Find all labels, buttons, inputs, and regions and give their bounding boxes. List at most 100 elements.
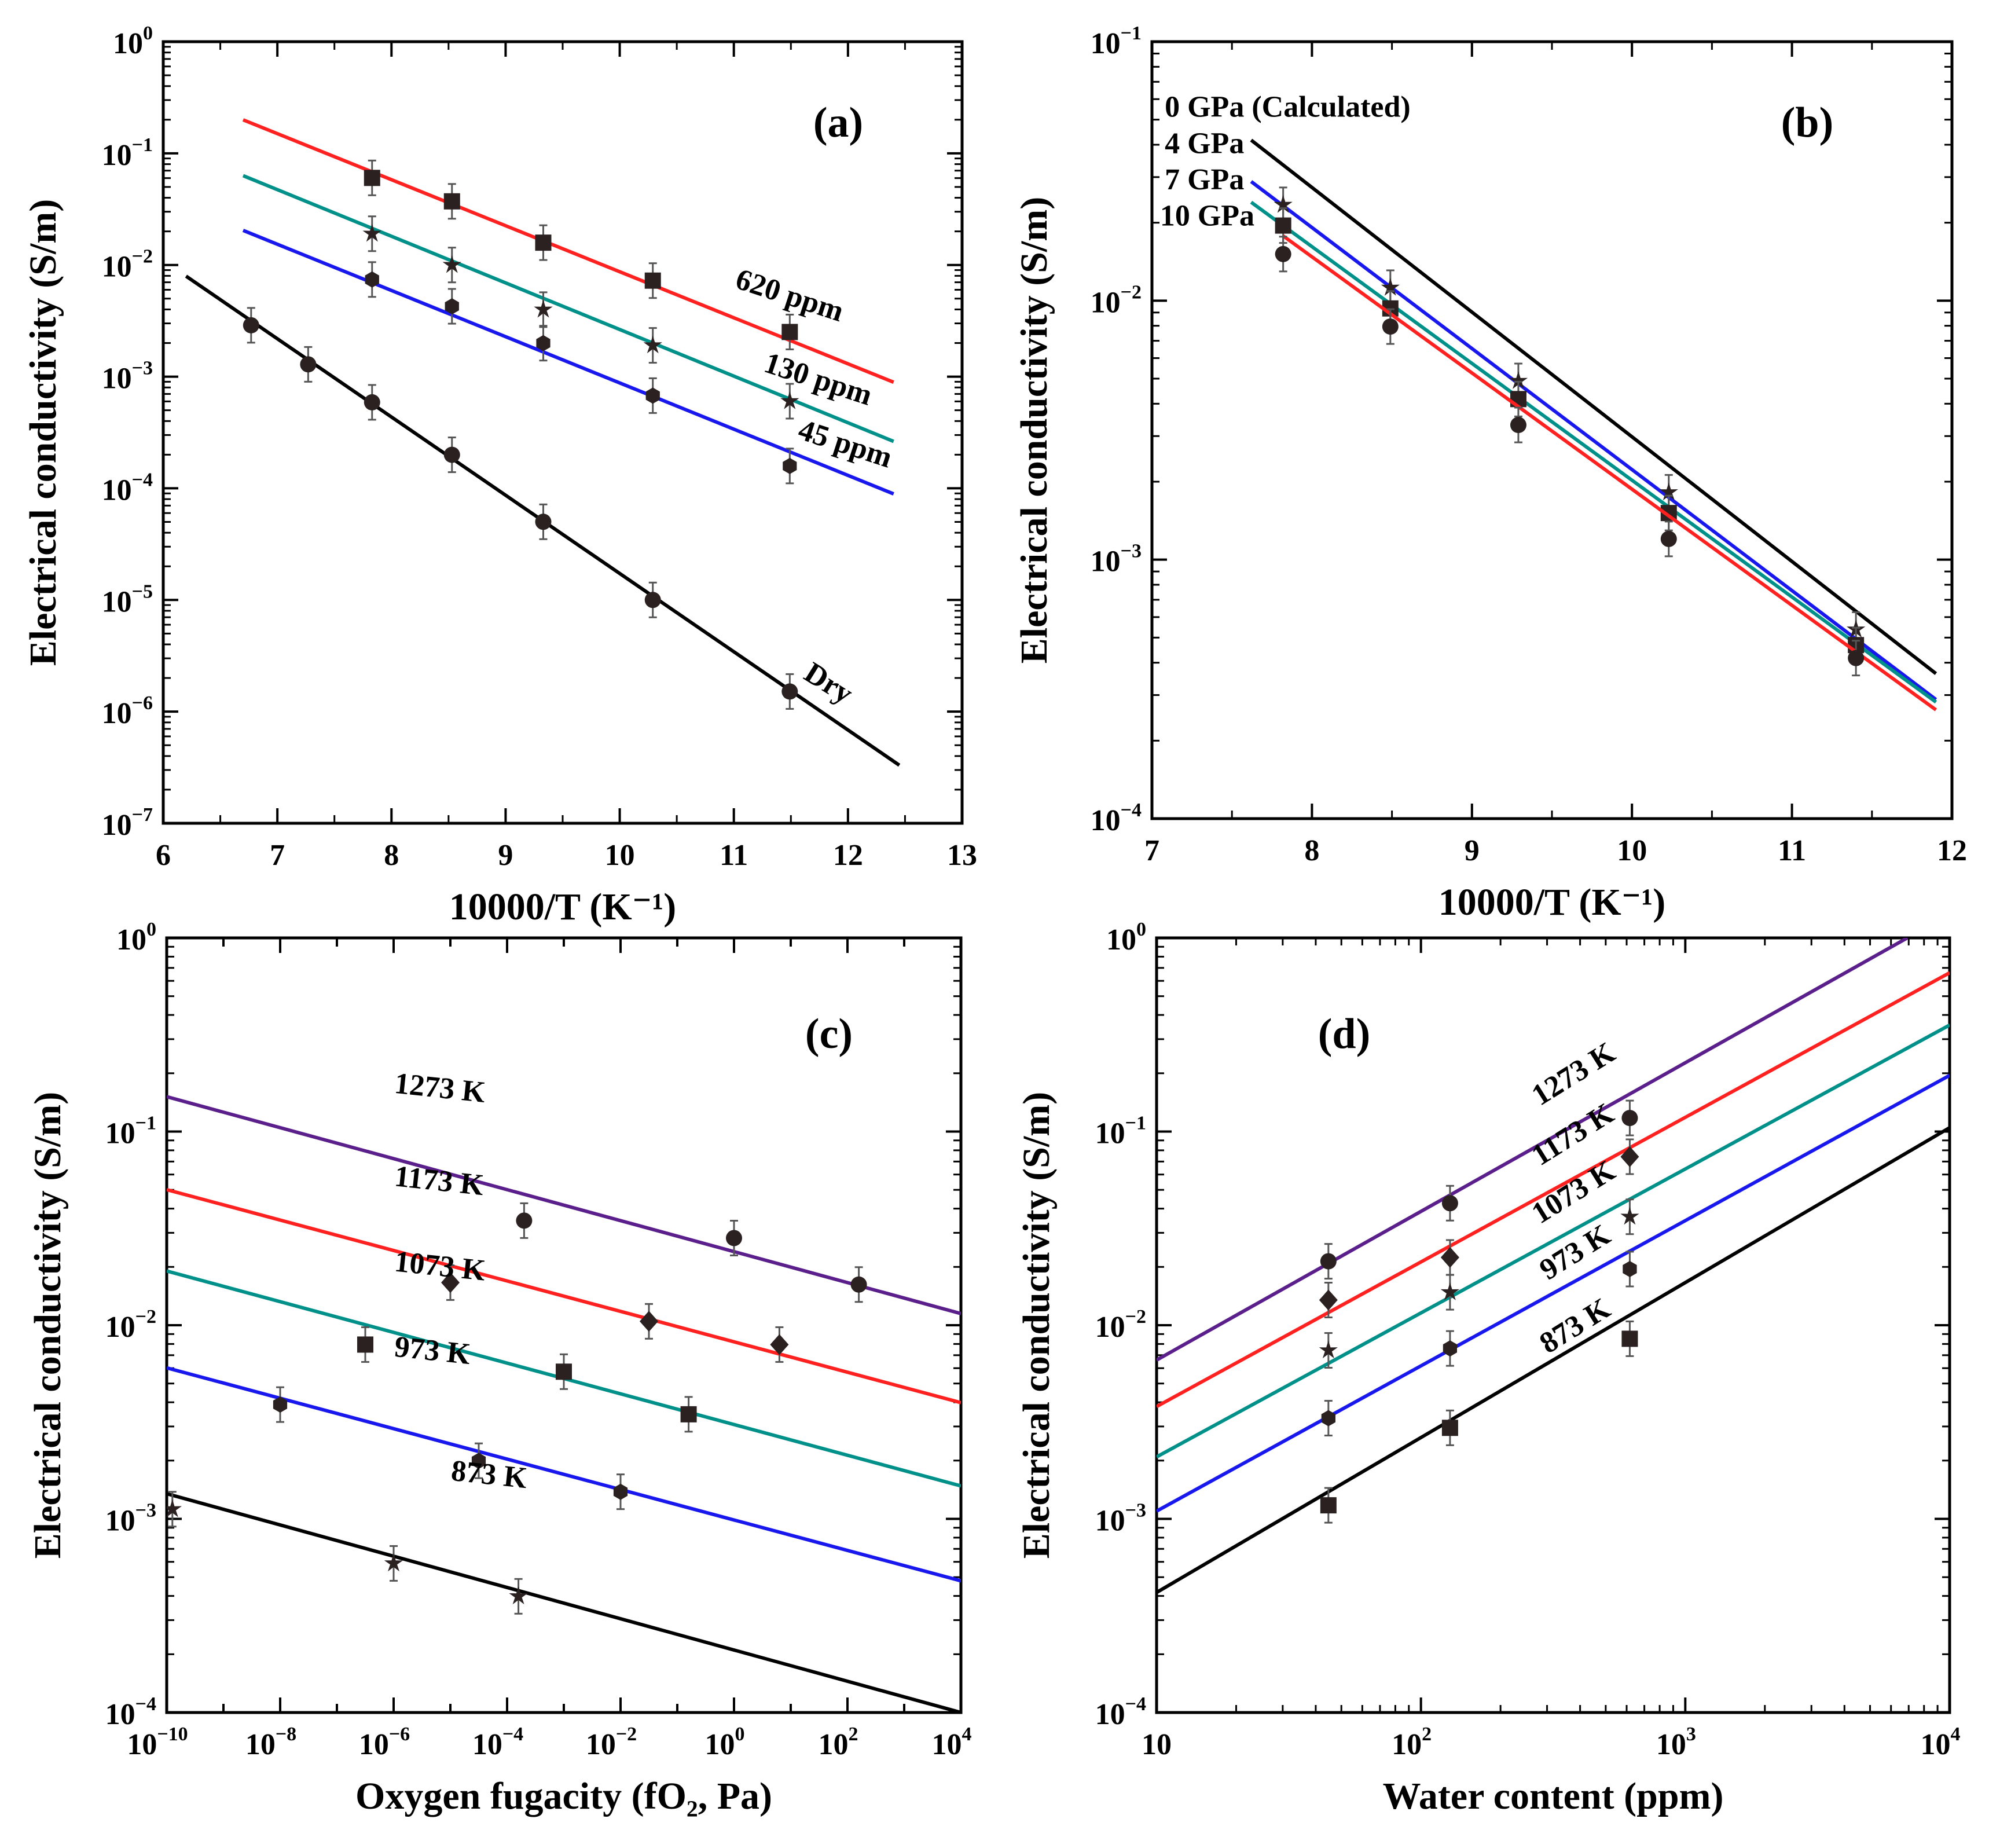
x-axis-title: 10000/T (K⁻¹) xyxy=(1438,881,1666,923)
data-point xyxy=(556,1354,572,1389)
figure-canvas: 10−710−610−510−410−310−210−11006 7 8 9 10 11 1… xyxy=(0,0,1989,1848)
series-label: 1173 K xyxy=(393,1160,486,1202)
series-label: 0 GPa (Calculated) xyxy=(1165,91,1411,124)
square-marker xyxy=(364,170,380,186)
circle-marker xyxy=(1661,531,1677,547)
hexagon-marker xyxy=(783,458,797,474)
data-point xyxy=(444,184,460,219)
fit-line xyxy=(1251,202,1936,702)
y-tick-label: 100 xyxy=(113,23,153,60)
series-area xyxy=(186,120,899,765)
data-point xyxy=(509,1579,527,1614)
hexagon-marker xyxy=(646,387,660,404)
x-tick-label: 12 xyxy=(1937,834,1967,867)
chart-panel-2: 10−410−310−210−17 8 9 10 11 1210000/T (K⁻¹)El… xyxy=(1013,23,1967,923)
series-label: 973 K xyxy=(393,1330,472,1371)
data-point xyxy=(444,438,460,472)
y-tick-label: 10−1 xyxy=(105,1113,156,1150)
circle-marker xyxy=(444,447,460,463)
x-tick-label: 11 xyxy=(1778,834,1806,867)
square-marker xyxy=(1275,218,1291,234)
data-point xyxy=(535,504,551,539)
y-tick-label: 10−4 xyxy=(105,1693,156,1731)
data-point xyxy=(300,347,316,382)
x-tick-label: 7 xyxy=(1144,834,1159,867)
y-axis-title: Electrical conductivity (S/m) xyxy=(1015,1092,1058,1559)
fit-line xyxy=(243,120,894,382)
square-marker xyxy=(645,273,661,289)
square-marker xyxy=(556,1363,572,1380)
chart-panel-3: 10−410−310−210−110010−10 10−8 10−6 10−4 10−2… xyxy=(27,919,972,1817)
circle-marker xyxy=(645,592,661,608)
circle-marker xyxy=(364,394,380,410)
data-point xyxy=(1661,522,1677,556)
data-point xyxy=(1319,1283,1338,1318)
data-point xyxy=(384,1546,403,1581)
circle-marker xyxy=(1848,650,1864,666)
x-tick-label: 6 xyxy=(156,839,171,872)
y-tick-label: 10−2 xyxy=(102,246,153,284)
square-marker xyxy=(681,1406,697,1422)
y-tick-label: 10−5 xyxy=(102,581,153,618)
data-point xyxy=(640,1304,658,1339)
data-point xyxy=(851,1267,867,1302)
square-marker xyxy=(1621,1330,1638,1347)
circle-marker xyxy=(726,1230,742,1246)
y-tick-label: 10−2 xyxy=(105,1306,156,1344)
y-tick-label: 10−3 xyxy=(1095,1500,1146,1538)
series-area xyxy=(1251,140,1936,710)
panel-label: (b) xyxy=(1781,99,1833,146)
data-point xyxy=(516,1203,532,1238)
circle-marker xyxy=(1382,318,1399,335)
x-tick-label: 10 xyxy=(1142,1728,1172,1761)
fit-line xyxy=(167,1494,961,1713)
y-tick-label: 100 xyxy=(1106,919,1146,956)
x-tick-label: 100 xyxy=(705,1724,745,1761)
data-point xyxy=(273,1387,287,1422)
y-tick-label: 10−4 xyxy=(1091,800,1142,837)
circle-marker xyxy=(851,1277,867,1293)
square-marker xyxy=(1320,1497,1337,1513)
square-marker xyxy=(781,324,798,340)
x-tick-label: 9 xyxy=(498,839,513,872)
series-label: 1273 K xyxy=(1526,1036,1621,1112)
y-tick-label: 10−4 xyxy=(1095,1693,1146,1731)
fit-line xyxy=(167,1097,961,1314)
fit-line xyxy=(1251,182,1936,700)
y-tick-label: 10−1 xyxy=(1091,23,1142,60)
x-tick-label: 102 xyxy=(819,1724,858,1761)
data-point xyxy=(243,308,259,343)
y-tick-label: 10−3 xyxy=(1091,541,1142,578)
x-tick-label: 10−4 xyxy=(472,1724,523,1761)
data-point xyxy=(645,582,661,617)
x-axis-title: Oxygen fugacity (fO₂, Pa) xyxy=(355,1775,772,1817)
data-point xyxy=(357,1327,373,1362)
data-point xyxy=(781,674,798,709)
series-label: 10 GPa xyxy=(1160,200,1254,233)
circle-marker xyxy=(1320,1253,1337,1270)
x-tick-label: 103 xyxy=(1656,1724,1696,1761)
y-axis-title: Electrical conductivity (S/m) xyxy=(22,199,64,666)
diamond-marker xyxy=(640,1311,658,1332)
circle-marker xyxy=(300,356,316,372)
hexagon-marker xyxy=(614,1484,627,1500)
fit-line xyxy=(1283,236,1936,710)
x-tick-label: 10−10 xyxy=(127,1724,188,1761)
y-tick-label: 10−4 xyxy=(102,469,153,507)
x-tick-label: 10−8 xyxy=(245,1724,296,1761)
y-tick-label: 10−1 xyxy=(1095,1113,1146,1150)
circle-marker xyxy=(1275,246,1291,262)
series-label: 4 GPa xyxy=(1165,127,1244,160)
panel-label: (d) xyxy=(1318,1010,1370,1058)
x-tick-label: 104 xyxy=(1921,1724,1961,1761)
series-area xyxy=(163,1097,961,1713)
square-marker xyxy=(535,234,551,251)
data-point xyxy=(1322,1401,1335,1436)
data-point xyxy=(1319,1333,1338,1367)
x-tick-label: 9 xyxy=(1465,834,1480,867)
x-tick-label: 8 xyxy=(384,839,399,872)
y-tick-label: 10−3 xyxy=(105,1500,156,1538)
x-tick-label: 8 xyxy=(1304,834,1319,867)
y-tick-label: 10−3 xyxy=(102,358,153,395)
data-point xyxy=(363,217,381,251)
